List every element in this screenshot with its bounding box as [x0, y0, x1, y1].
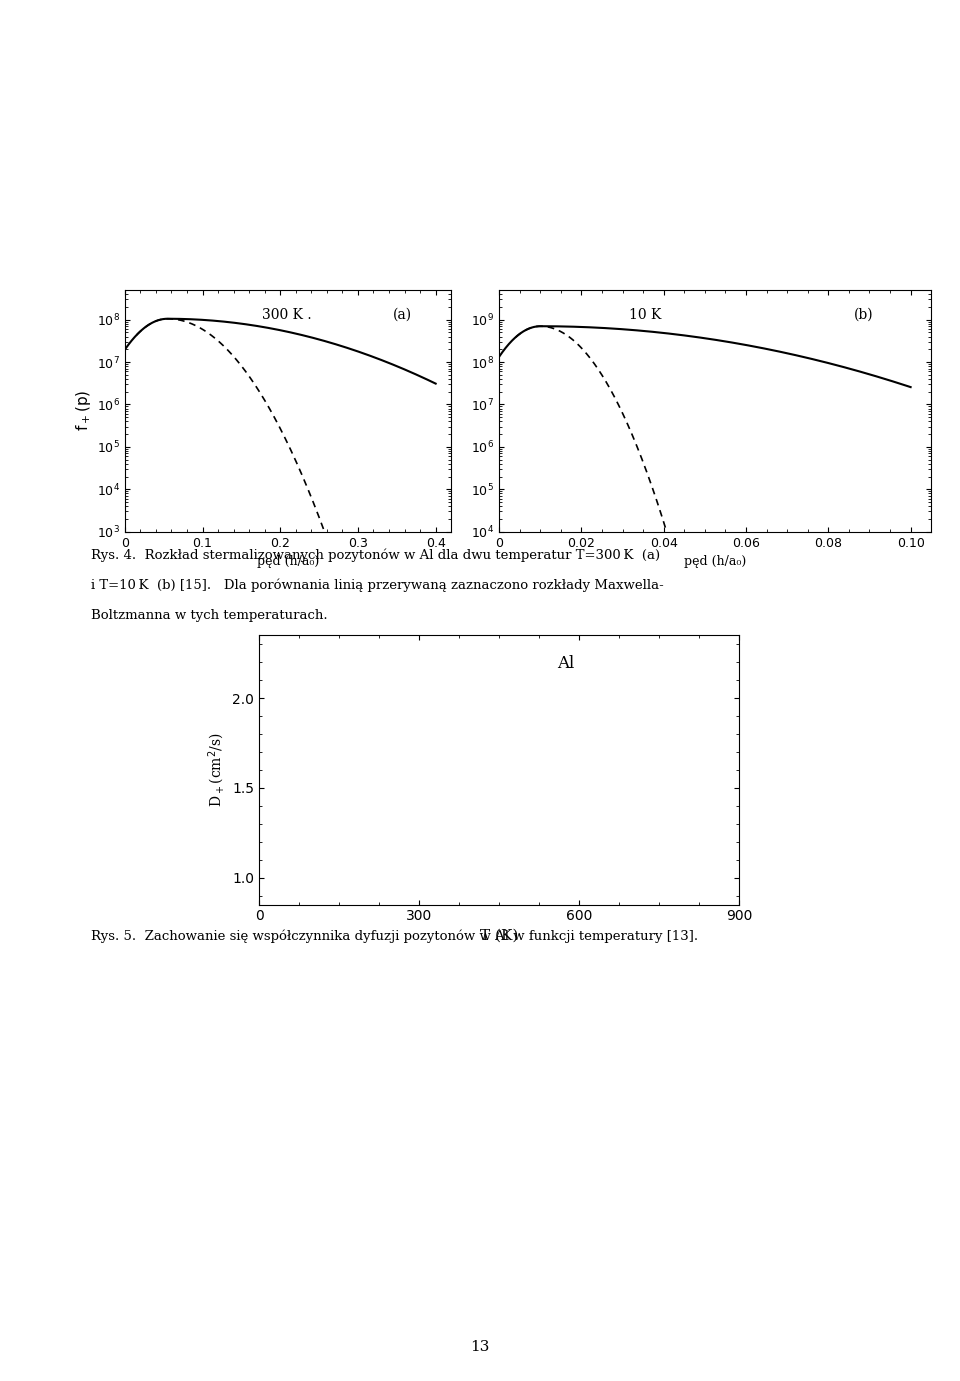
Text: (b): (b)	[853, 308, 873, 322]
Text: Al: Al	[557, 655, 574, 671]
X-axis label: pęd (h/a₀): pęd (h/a₀)	[257, 555, 319, 568]
Text: Rys. 4.  Rozkład stermalizowanych pozytonów w Al dla dwu temperatur T=300 K  (a): Rys. 4. Rozkład stermalizowanych pozyton…	[91, 548, 660, 562]
Text: (a): (a)	[393, 308, 412, 322]
Text: 13: 13	[470, 1340, 490, 1353]
Y-axis label: D$_+$(cm$^2$/s): D$_+$(cm$^2$/s)	[206, 732, 227, 808]
X-axis label: pęd (h/a₀): pęd (h/a₀)	[684, 555, 746, 568]
Text: Rys. 5.  Zachowanie się współczynnika dyfuzji pozytonów w Al w funkcji temperatu: Rys. 5. Zachowanie się współczynnika dyf…	[91, 929, 698, 943]
Text: 300 K .: 300 K .	[262, 308, 311, 322]
Text: 10 K: 10 K	[629, 308, 661, 322]
Text: Boltzmanna w tych temperaturach.: Boltzmanna w tych temperaturach.	[91, 609, 327, 621]
X-axis label: T (K): T (K)	[480, 929, 518, 943]
Text: i T=10 K  (b) [15].   Dla porównania linią przerywaną zaznaczono rozkłady Maxwel: i T=10 K (b) [15]. Dla porównania linią …	[91, 579, 664, 592]
Y-axis label: f$_+$(p): f$_+$(p)	[74, 391, 93, 431]
